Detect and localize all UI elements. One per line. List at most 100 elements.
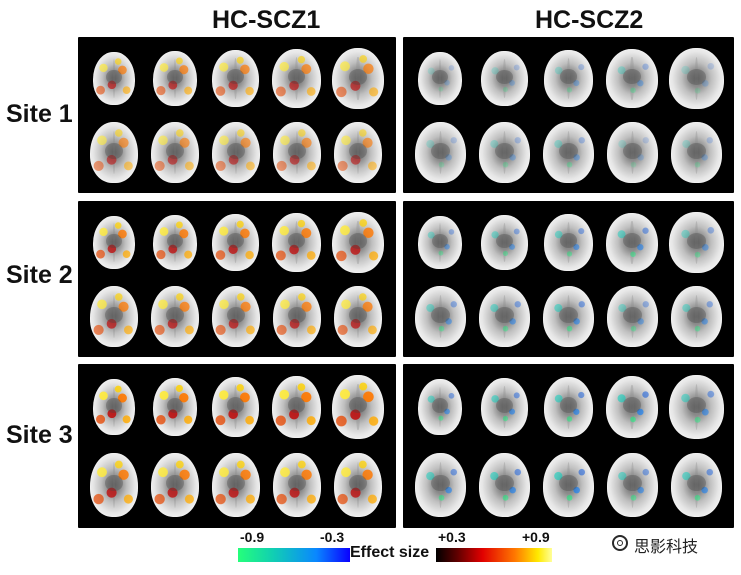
axial-brain-slice (543, 453, 594, 517)
axial-brain-slice (481, 215, 528, 270)
axial-brain-slice (544, 377, 593, 437)
panel-site-1-hc-scz2 (403, 37, 734, 193)
panel-site-2-hc-scz1 (78, 201, 396, 357)
axial-brain-slice (669, 375, 724, 439)
axial-brain-slice (543, 122, 594, 183)
axial-brain-slice (606, 376, 658, 438)
positive-effect-overlay (151, 122, 199, 183)
negative-effect-overlay (607, 122, 658, 183)
axial-brain-slice (212, 377, 259, 437)
positive-effect-overlay (153, 51, 197, 106)
axial-brain-slice (334, 122, 382, 183)
legend-positive-min: +0.3 (438, 529, 466, 545)
legend-negative-max: -0.3 (320, 529, 345, 545)
positive-effect-overlay (273, 453, 321, 517)
axial-brain-slice (418, 216, 462, 269)
positive-effect-overlay (153, 215, 197, 270)
positive-effect-overlay (90, 122, 138, 183)
column-title-hc-scz2: HC-SCZ2 (535, 6, 644, 34)
negative-effect-overlay (481, 378, 528, 436)
axial-brain-slice (418, 379, 462, 435)
row-title-site-3: Site 3 (6, 421, 73, 449)
row-title-site-1: Site 1 (6, 100, 73, 128)
axial-brain-slice (273, 122, 321, 183)
negative-effect-overlay (543, 122, 594, 183)
positive-effect-overlay (334, 122, 382, 183)
positive-effect-overlay (272, 213, 321, 272)
axial-brain-slice (544, 214, 593, 271)
negative-effect-overlay (481, 51, 528, 106)
positive-effect-overlay (212, 50, 259, 107)
negative-effect-overlay (415, 122, 466, 183)
axial-brain-slice (669, 48, 724, 109)
axial-brain-slice (481, 378, 528, 436)
axial-brain-slice (415, 286, 466, 347)
positive-effect-overlay (334, 286, 382, 347)
axial-brain-slice (272, 49, 321, 108)
positive-effect-overlay (332, 212, 384, 273)
axial-brain-slice (671, 286, 722, 347)
negative-effect-overlay (606, 49, 658, 108)
axial-brain-slice (90, 286, 138, 347)
negative-effect-overlay (669, 212, 724, 273)
axial-brain-slice (273, 453, 321, 517)
axial-brain-slice (93, 52, 135, 105)
axial-brain-slice (151, 286, 199, 347)
axial-brain-slice (418, 52, 462, 105)
positive-effect-overlay (212, 377, 259, 437)
watermark-text: 思影科技 (634, 537, 699, 556)
panel-site-3-hc-scz2 (403, 364, 734, 528)
positive-effect-overlay (90, 286, 138, 347)
positive-effect-overlay (212, 286, 260, 347)
axial-brain-slice (212, 50, 259, 107)
axial-brain-slice (671, 453, 722, 517)
positive-effect-overlay (212, 214, 259, 271)
negative-effect-colorbar (238, 548, 350, 562)
axial-brain-slice (479, 122, 530, 183)
axial-brain-slice (334, 453, 382, 517)
positive-effect-overlay (332, 48, 384, 109)
negative-effect-overlay (544, 50, 593, 107)
positive-effect-colorbar (436, 548, 552, 562)
axial-brain-slice (415, 453, 466, 517)
axial-brain-slice (93, 216, 135, 269)
axial-brain-slice (481, 51, 528, 106)
row-title-site-2: Site 2 (6, 261, 73, 289)
legend-positive-max: +0.9 (522, 529, 550, 545)
axial-brain-slice (151, 453, 199, 517)
positive-effect-overlay (273, 122, 321, 183)
positive-effect-overlay (272, 376, 321, 438)
axial-brain-slice (607, 122, 658, 183)
axial-brain-slice (153, 51, 197, 106)
negative-effect-overlay (671, 122, 722, 183)
negative-effect-overlay (418, 216, 462, 269)
axial-brain-slice (272, 213, 321, 272)
axial-brain-slice (212, 122, 260, 183)
positive-effect-overlay (212, 453, 260, 517)
negative-effect-overlay (418, 52, 462, 105)
axial-brain-slice (273, 286, 321, 347)
negative-effect-overlay (669, 375, 724, 439)
axial-brain-slice (332, 212, 384, 273)
axial-brain-slice (153, 215, 197, 270)
axial-brain-slice (671, 122, 722, 183)
negative-effect-overlay (671, 453, 722, 517)
positive-effect-overlay (93, 379, 135, 435)
axial-brain-slice (606, 49, 658, 108)
positive-effect-overlay (273, 286, 321, 347)
positive-effect-overlay (151, 286, 199, 347)
positive-effect-overlay (212, 122, 260, 183)
negative-effect-overlay (479, 453, 530, 517)
axial-brain-slice (334, 286, 382, 347)
positive-effect-overlay (93, 216, 135, 269)
column-title-hc-scz1: HC-SCZ1 (212, 6, 321, 34)
axial-brain-slice (669, 212, 724, 273)
positive-effect-overlay (334, 453, 382, 517)
negative-effect-overlay (415, 453, 466, 517)
axial-brain-slice (544, 50, 593, 107)
axial-brain-slice (153, 378, 197, 436)
axial-brain-slice (607, 453, 658, 517)
axial-brain-slice (151, 122, 199, 183)
axial-brain-slice (607, 286, 658, 347)
